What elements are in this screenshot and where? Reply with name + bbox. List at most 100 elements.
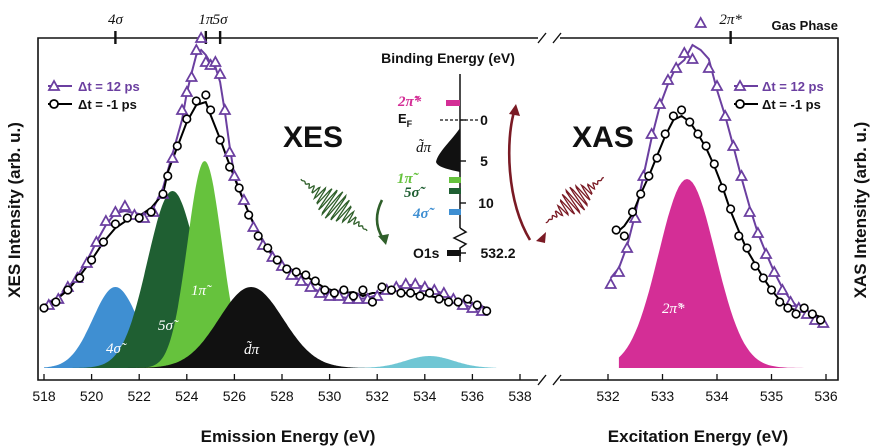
xes-circle-point: [291, 267, 301, 277]
top-marker-label: 5σ: [213, 12, 229, 28]
xes-component-area: [122, 287, 380, 368]
xes-circle-point: [320, 285, 330, 295]
xes-triangle-point: [246, 220, 260, 232]
xes-circle-point: [396, 288, 406, 298]
xes-circle-point: [134, 213, 144, 223]
photon-wave-path: [300, 178, 368, 232]
xes-circle-point: [182, 114, 192, 124]
xes-fit-line: [43, 100, 488, 309]
xas-component: [618, 179, 821, 368]
xes-circle-point: [472, 300, 482, 310]
xes-circle-point: [329, 288, 339, 298]
xes-circle-point: [310, 276, 320, 286]
level-o1s: [447, 250, 461, 256]
xas-triangle-point: [645, 127, 659, 139]
xes-triangle-point: [99, 214, 113, 226]
xas-circle-point: [668, 111, 679, 121]
xes-circle-point: [146, 207, 156, 217]
xes-triangle-point: [165, 151, 180, 163]
xes-circle-point: [163, 171, 173, 181]
xas-legend-label-2: Δt = -1 ps: [762, 97, 821, 112]
xes-circle-point: [234, 183, 244, 193]
xes-triangle-point: [108, 205, 122, 217]
xes-triangle-point: [218, 103, 232, 115]
xas-triangle-point: [759, 247, 773, 259]
xas-circle-point: [619, 231, 629, 241]
xes-circle-point: [482, 306, 492, 316]
legend-circle-marker: [735, 99, 745, 109]
xes-circle-point: [51, 297, 61, 307]
xes-legend-label-1: Δt = 12 ps: [78, 79, 140, 94]
xes-triangle-point: [223, 145, 237, 157]
xas-arrow: [507, 111, 532, 241]
xes-triangle-point: [237, 193, 251, 205]
level-label-4sigma: 4σ̃: [412, 206, 436, 222]
xes-triangle-point: [213, 67, 227, 79]
xas-triangle-point: [694, 16, 708, 28]
xas-arrowhead: [509, 104, 520, 116]
xes-circle-point: [263, 243, 273, 253]
xes-tick-label: 518: [32, 388, 56, 404]
xas-xlabel: Excitation Energy (eV): [608, 427, 788, 446]
xas-tick-label: 536: [814, 388, 838, 404]
label-2pistar-component: 2π̃*: [662, 301, 685, 317]
xas-photon-wave-icon: [545, 176, 605, 224]
legend-circle-marker: [49, 99, 59, 109]
xes-triangle-point: [370, 289, 384, 301]
level-5sigma: [449, 188, 461, 194]
xas-triangle-point: [669, 61, 683, 73]
xes-circle-point: [253, 231, 263, 241]
xes-circle-point: [225, 162, 235, 172]
legend-triangle-marker: [47, 79, 61, 91]
xas-circle-point: [636, 189, 646, 199]
xes-tick-label: 520: [80, 388, 104, 404]
xes-circle-point: [282, 264, 292, 274]
xes-component-area: [334, 356, 497, 368]
xes-arrowhead: [378, 234, 389, 245]
xes-legend: Δt = 12 ps Δt = -1 ps: [47, 79, 140, 112]
xes-tick-label: 528: [270, 388, 294, 404]
xas-tick-label: 535: [760, 388, 784, 404]
xas-circle-point: [807, 309, 817, 319]
xes-triangle-point: [399, 277, 413, 289]
xes-circle-point: [348, 291, 359, 301]
be-tick-532: 532.2: [480, 245, 515, 261]
xes-circle-point: [339, 285, 349, 295]
xes-ylabel: XES Intensity (arb. u.): [5, 122, 24, 298]
xas-circle-point: [627, 207, 638, 217]
xes-circle-point: [444, 297, 454, 307]
xes-triangle-point: [175, 103, 189, 115]
xes-circle-point: [201, 90, 211, 100]
xes-triangle-point: [180, 85, 194, 97]
xas-triangle-point: [718, 109, 732, 121]
xes-components: [44, 161, 497, 368]
xas-frame: [560, 37, 839, 381]
level-4sigma: [449, 209, 461, 215]
xas-triangle-point: [726, 139, 740, 151]
xas-circle-point: [709, 159, 719, 169]
xas-circle-point: [644, 171, 654, 181]
xes-circle-point: [301, 270, 311, 280]
xes-circle-point: [463, 294, 473, 304]
xes-tick-label: 524: [175, 388, 199, 404]
level-1pi: [449, 177, 461, 183]
level-label-dpi: d̃π: [416, 139, 432, 156]
xas-circle-point: [734, 231, 744, 241]
xas-triangle-point: [620, 241, 634, 253]
xas-circle-point: [685, 117, 695, 127]
xas-triangle-point: [628, 211, 642, 223]
xas-triangle-point: [734, 169, 749, 181]
xes-circle-point: [453, 297, 463, 307]
xes-x-ticks: 518 520 522 524 526 528 530 532 534 536 538: [32, 374, 532, 404]
level-label-ef: EF: [398, 111, 413, 129]
xes-circle-point: [386, 285, 397, 295]
xas-tick-label: 533: [651, 388, 675, 404]
xas-triangle-point: [677, 46, 691, 58]
xes-triangle-point: [227, 169, 241, 181]
xas-triangle-point: [661, 73, 675, 85]
xes-circle-point: [358, 285, 368, 295]
be-tick-0: 0: [480, 112, 488, 128]
xas-triangle-point: [702, 61, 716, 73]
xas-tick-label: 532: [596, 388, 620, 404]
xes-circle-point: [272, 255, 282, 265]
